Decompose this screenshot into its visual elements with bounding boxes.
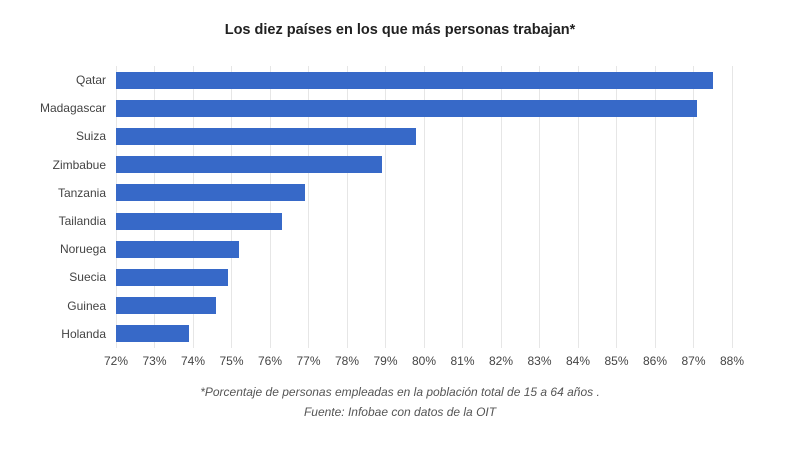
gridline [308, 66, 309, 348]
gridline [539, 66, 540, 348]
bar-row [116, 66, 732, 94]
x-tick-label: 72% [103, 354, 129, 368]
plot-area [115, 66, 733, 348]
x-tick-label: 85% [604, 354, 629, 368]
x-axis: 72% 73% 74% 75% 76% 77% 78% 79% 80% 81% 82% 83% 84% 8… [104, 354, 744, 370]
bar-row [116, 122, 732, 150]
x-tick-label: 84% [565, 354, 591, 368]
gridline [269, 66, 271, 348]
bar-row [116, 320, 732, 348]
gridline [423, 66, 425, 348]
gridline [500, 66, 502, 348]
bar-suiza[interactable] [116, 127, 417, 145]
gridline [385, 66, 386, 348]
gridline [693, 66, 694, 348]
footnote-source: Fuente: Infobae con datos de la OIT [303, 405, 497, 419]
bar-holanda[interactable] [116, 325, 190, 343]
gridline [115, 66, 117, 348]
x-tick-label: 82% [488, 354, 514, 368]
x-tick-label: 80% [411, 354, 437, 368]
category-label-noruega: Noruega [59, 242, 106, 257]
bar-suecia[interactable] [116, 268, 228, 286]
category-label-holanda: Holanda [61, 326, 106, 341]
category-label-tanzania: Tanzania [57, 185, 106, 200]
gridline [731, 66, 733, 348]
x-tick-label: 78% [334, 354, 360, 368]
x-tick-label: 74% [180, 354, 206, 368]
gridline [654, 66, 656, 348]
category-label-zimbabue: Zimbabue [52, 157, 106, 172]
x-tick-label: 81% [450, 354, 475, 368]
bar-noruega[interactable] [116, 240, 240, 258]
bar-row [116, 179, 732, 207]
bar-row [116, 292, 732, 320]
y-axis-labels: Qatar Madagascar Suiza Zimbabue Tanzania Tail… [0, 66, 106, 348]
bar-zimbabue[interactable] [116, 156, 382, 174]
chart-title: Los diez países en los que más personas … [224, 22, 576, 38]
x-tick-label: 88% [719, 354, 745, 368]
x-tick-label: 77% [296, 354, 321, 368]
bar-guinea[interactable] [116, 297, 217, 315]
gridline [577, 66, 579, 348]
bar-tailandia[interactable] [116, 212, 282, 230]
bar-row [116, 207, 732, 235]
gridline [154, 66, 155, 348]
x-tick-label: 73% [142, 354, 167, 368]
category-label-tailandia: Tailandia [58, 214, 106, 228]
bar-row [116, 151, 732, 179]
bar-tanzania[interactable] [116, 184, 305, 202]
footnote-definition: *Porcentaje de personas empleadas en la … [200, 385, 600, 399]
x-tick-label: 75% [219, 354, 244, 368]
bar-qatar[interactable] [116, 71, 713, 89]
x-tick-label: 83% [527, 354, 552, 368]
category-label-madagascar: Madagascar [39, 101, 106, 116]
bar-row [116, 94, 732, 122]
x-tick-label: 87% [681, 354, 706, 368]
x-tick-label: 79% [373, 354, 398, 368]
x-tick-label: 86% [642, 354, 668, 368]
gridline [616, 66, 617, 348]
category-label-qatar: Qatar [75, 73, 106, 87]
gridline [231, 66, 232, 348]
category-label-suiza: Suiza [75, 129, 106, 144]
gridline [346, 66, 348, 348]
category-label-suecia: Suecia [69, 270, 106, 285]
category-label-guinea: Guinea [67, 298, 106, 313]
x-tick-label: 76% [257, 354, 283, 368]
gridline [192, 66, 194, 348]
bar-madagascar[interactable] [116, 99, 698, 117]
bar-row [116, 235, 732, 263]
gridline [462, 66, 463, 348]
bar-row [116, 263, 732, 291]
